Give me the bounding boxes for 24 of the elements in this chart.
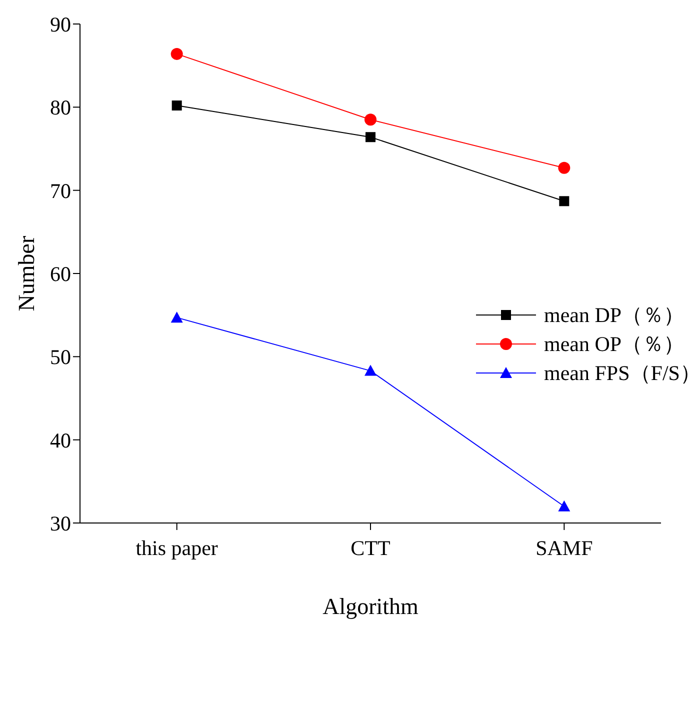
point [558,500,570,512]
x-tick-label: SAMF [536,536,593,560]
y-tick-label: 70 [50,178,71,203]
point [366,132,376,142]
legend-label: mean DP（％） [544,302,685,328]
y-tick-label: 40 [50,428,71,452]
point [364,114,376,126]
x-tick-label: this paper [136,536,218,560]
point [558,162,570,174]
y-tick-label: 90 [50,12,71,36]
point [172,100,182,111]
y-tick-label: 60 [50,262,71,286]
y-tick-label: 30 [50,511,71,536]
y-tick-label: 80 [50,96,71,120]
y-tick-label: 50 [50,345,71,370]
point [170,48,183,60]
x-tick-label: CTT [350,536,390,560]
x-axis-title: Algorithm [322,594,419,619]
y-axis-title: Number [14,235,40,312]
point [559,196,570,206]
point [364,364,376,376]
legend-label: mean OP（％） [544,330,685,358]
legend-label: mean FPS（F/S） [544,360,697,386]
point [170,312,183,323]
